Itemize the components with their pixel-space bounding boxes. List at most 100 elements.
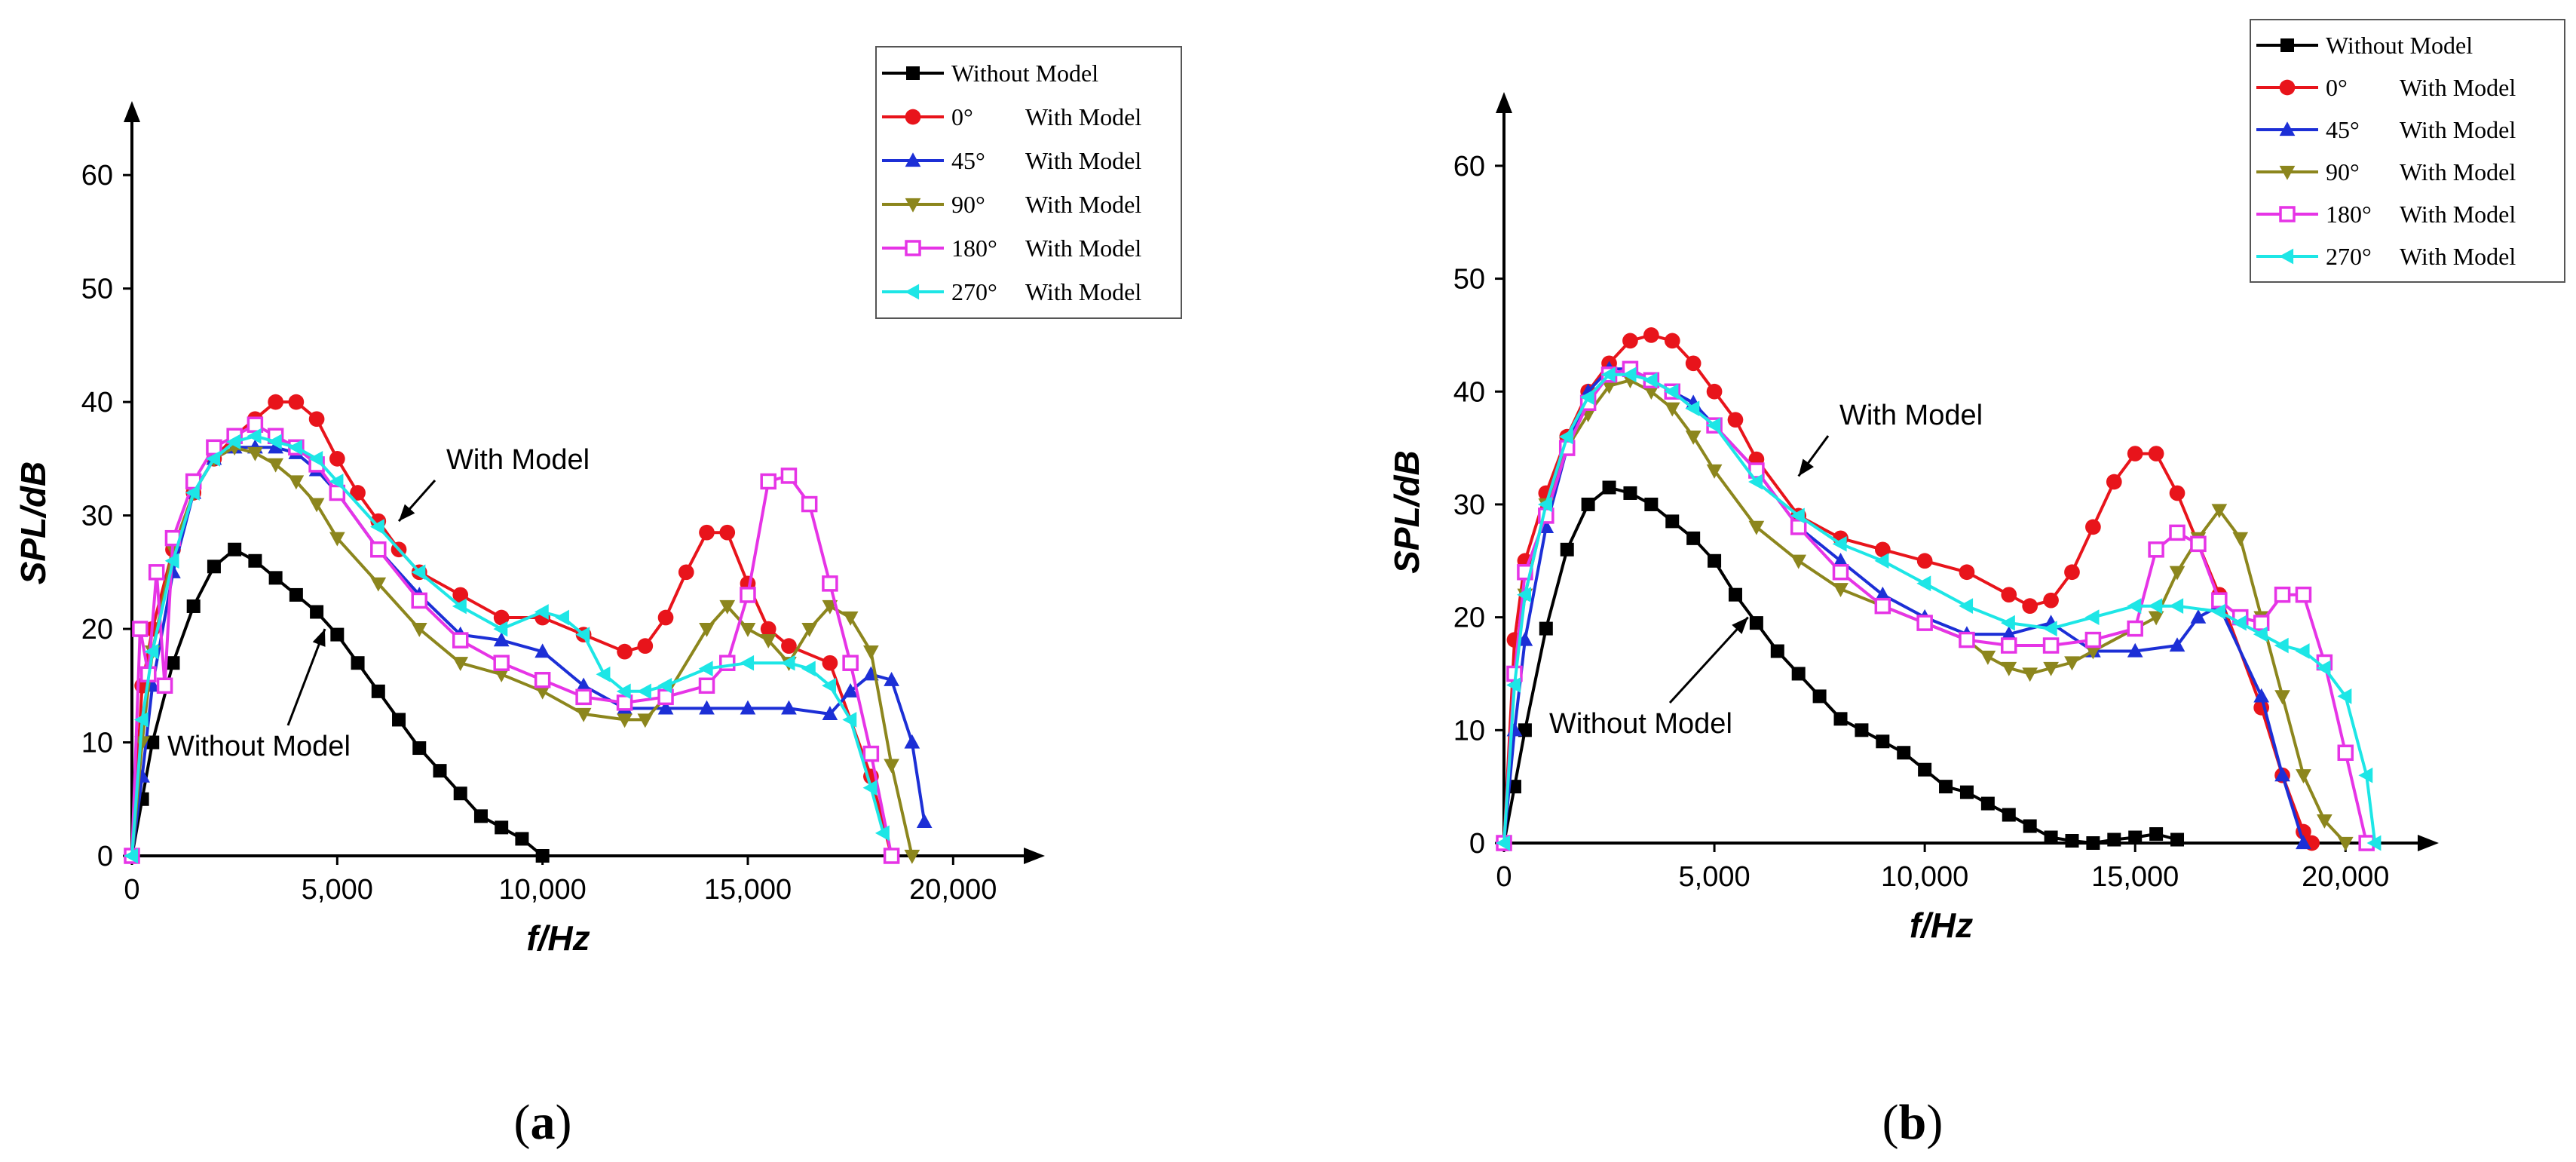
legend-label: Without Model: [951, 60, 1098, 87]
data-point: [699, 700, 715, 715]
legend-item: 0° With Model: [882, 103, 1141, 130]
axes-a: 0 5,000 10,000 15,000 20,000 0 10 20 30 40 50 60 f/H…: [14, 101, 1045, 958]
data-point: [842, 655, 859, 671]
data-point: [1685, 355, 1702, 372]
data-point: [1749, 616, 1763, 630]
data-point: [2316, 660, 2331, 676]
data-point: [1832, 535, 1847, 552]
data-point: [1876, 734, 1890, 749]
data-point: [1686, 531, 1701, 545]
data-point: [371, 684, 385, 698]
data-point: [1518, 723, 1532, 737]
data-point: [842, 611, 859, 626]
data-point: [515, 832, 529, 846]
x-tick-label: 10,000: [1881, 861, 1968, 893]
data-point: [2064, 656, 2080, 671]
data-point: [884, 671, 899, 686]
data-point: [617, 643, 633, 660]
data-point: [493, 621, 508, 637]
data-point: [164, 553, 179, 569]
data-point: [288, 475, 305, 490]
legend-suffix: With Model: [1025, 191, 1141, 218]
series-0-b: [1497, 480, 2185, 850]
data-point: [2253, 626, 2268, 642]
data-point: [1538, 496, 1552, 513]
data-point: [144, 643, 159, 660]
data-point: [637, 683, 651, 700]
data-point: [145, 735, 160, 750]
data-point: [1517, 631, 1533, 646]
x-tick-label: 15,000: [2091, 861, 2179, 893]
data-point: [1602, 480, 1616, 495]
data-point: [1727, 412, 1744, 428]
data-point: [2274, 586, 2291, 603]
data-point: [1600, 366, 1616, 383]
data-point: [822, 575, 838, 592]
data-point: [617, 713, 633, 728]
annotation-text: Without Model: [1549, 708, 1732, 740]
annotation-arrow-line: [1668, 616, 1749, 704]
data-point: [2169, 637, 2185, 652]
legend-suffix: With Model: [2400, 201, 2516, 228]
data-point: [1685, 400, 1700, 417]
series-line: [1502, 373, 2377, 844]
data-point: [884, 759, 899, 774]
data-point: [1506, 677, 1521, 693]
legend-angle: 45°: [2326, 116, 2360, 143]
data-point: [2190, 609, 2207, 624]
data-point: [1916, 575, 1931, 592]
x-axis-label: f/Hz: [526, 918, 590, 958]
data-point: [1748, 520, 1765, 535]
legend-item: 0° With Model: [2256, 74, 2516, 101]
data-point: [2084, 609, 2100, 625]
data-point: [596, 666, 611, 682]
data-point: [186, 599, 201, 613]
data-point: [267, 434, 282, 450]
x-tick-label: 20,000: [2302, 861, 2389, 893]
data-point: [1601, 379, 1617, 394]
data-point: [1874, 541, 1891, 558]
data-point: [740, 700, 756, 715]
x-tick-label: 15,000: [704, 874, 792, 906]
legend-angle: 180°: [951, 235, 997, 262]
legend-angle: 270°: [2326, 243, 2372, 270]
x-axis-label: f/Hz: [1910, 906, 1973, 945]
data-point: [862, 780, 878, 796]
data-point: [185, 485, 200, 501]
data-point: [369, 519, 384, 535]
data-point: [822, 655, 838, 671]
series-layer-b: [1496, 327, 2381, 851]
data-point: [330, 627, 345, 642]
legend-label: Without Model: [2326, 32, 2473, 59]
data-point: [2296, 769, 2311, 783]
data-point: [493, 609, 510, 626]
data-point: [1790, 519, 1807, 535]
legend-item: 90° With Model: [882, 191, 1141, 218]
data-point: [1874, 586, 1891, 601]
data-point: [350, 485, 366, 501]
data-point: [740, 587, 756, 603]
data-point: [1833, 583, 1849, 598]
data-point: [657, 700, 674, 715]
data-point: [2086, 836, 2100, 850]
data-point: [1622, 333, 1638, 349]
data-point: [2337, 744, 2354, 761]
legend-marker: [2280, 38, 2294, 52]
y-tick-label: 40: [81, 387, 113, 419]
data-point: [2148, 598, 2163, 615]
data-point: [637, 638, 654, 654]
data-point: [2065, 834, 2079, 848]
data-point: [535, 849, 550, 863]
legend-suffix: With Model: [1025, 235, 1141, 262]
data-point: [657, 609, 674, 626]
data-point: [2127, 642, 2143, 658]
data-point: [412, 741, 427, 756]
data-point: [370, 541, 387, 558]
legend-item: 270° With Model: [882, 278, 1141, 305]
y-tick-label: 50: [81, 274, 113, 305]
data-point: [351, 656, 365, 670]
data-point: [1708, 553, 1722, 568]
data-point: [132, 621, 149, 637]
data-point: [2169, 485, 2185, 501]
legend-box: [2250, 19, 2565, 283]
